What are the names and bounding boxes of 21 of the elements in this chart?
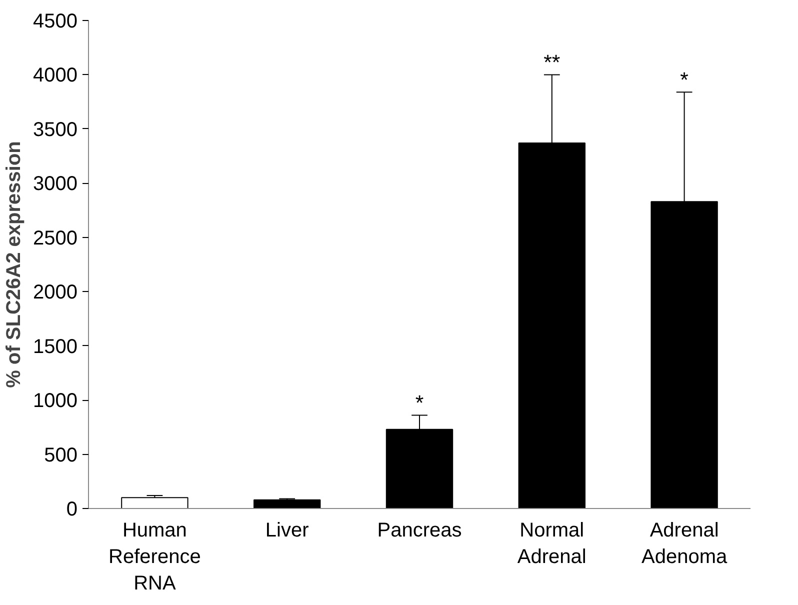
bar (121, 497, 188, 508)
x-tick-label: Liver (265, 520, 310, 542)
y-tick-label: 1000 (33, 390, 78, 412)
x-tick-label: Pancreas (377, 520, 462, 542)
y-tick-label: 3000 (33, 173, 78, 196)
x-tick-label: Normal Adrenal (517, 520, 586, 568)
y-tick-label: 2000 (33, 282, 78, 304)
annotation: * (415, 391, 424, 416)
y-tick-label: 2500 (33, 227, 78, 250)
y-tick-label: 3500 (33, 118, 78, 141)
y-tick-label: 1500 (33, 336, 78, 358)
bar (254, 499, 321, 508)
x-tick-label: Adrenal Adenoma (641, 520, 728, 568)
y-axis-title: % of SLC26A2 expression (3, 141, 26, 388)
y-tick-label: 4000 (33, 64, 78, 87)
y-tick-label: 500 (44, 444, 78, 466)
annotation: ** (544, 50, 560, 75)
y-tick-label: 4500 (33, 10, 78, 32)
y-tick-label: 0 (66, 498, 78, 520)
x-tick-label: Human Reference RNA (108, 520, 201, 594)
annotation: * (680, 68, 688, 92)
